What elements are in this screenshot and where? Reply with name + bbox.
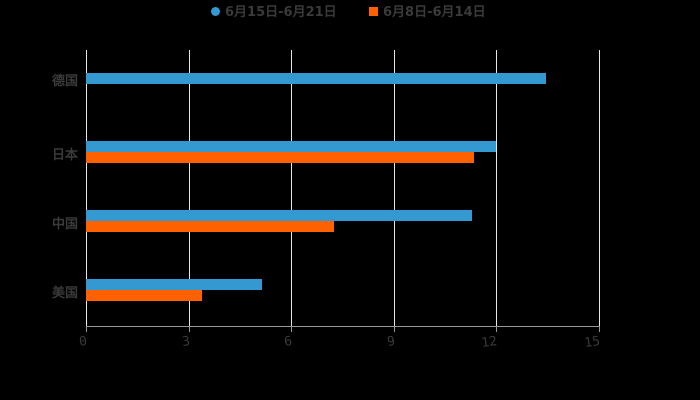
y-axis [86,50,87,326]
y-category-label: 日本 [51,148,78,163]
bar[interactable] [86,279,262,290]
x-tick-label: 3 [181,334,192,350]
legend-circle-icon [211,7,220,16]
x-tick [86,326,87,332]
gridline [291,50,292,326]
gridline [189,50,190,326]
legend: 6月15日-6月21日 6月8日-6月14日 [0,4,700,24]
legend-square-icon [369,7,378,16]
x-tick-label: 9 [386,334,397,350]
x-tick-label: 6 [283,334,294,350]
gridline [599,50,600,326]
x-axis [86,326,599,327]
bar[interactable] [86,73,546,84]
y-category-label: 中国 [51,217,78,232]
x-tick [394,326,395,332]
gridline [394,50,395,326]
x-tick-label: 15 [583,334,602,352]
bar[interactable] [86,221,334,232]
x-tick [189,326,190,332]
bar[interactable] [86,210,472,221]
legend-item-week-jun8-14[interactable]: 6月8日-6月14日 [369,4,486,22]
x-tick-label: 0 [78,334,89,350]
x-tick [291,326,292,332]
x-tick [599,326,600,332]
gridline [496,50,497,326]
legend-item-week-jun15-21[interactable]: 6月15日-6月21日 [211,4,337,22]
bar[interactable] [86,290,202,301]
y-category-label: 德国 [51,74,78,89]
x-tick [496,326,497,332]
x-tick-label: 12 [480,334,499,352]
bar[interactable] [86,141,496,152]
bar[interactable] [86,152,474,163]
y-category-label: 美国 [51,286,78,301]
